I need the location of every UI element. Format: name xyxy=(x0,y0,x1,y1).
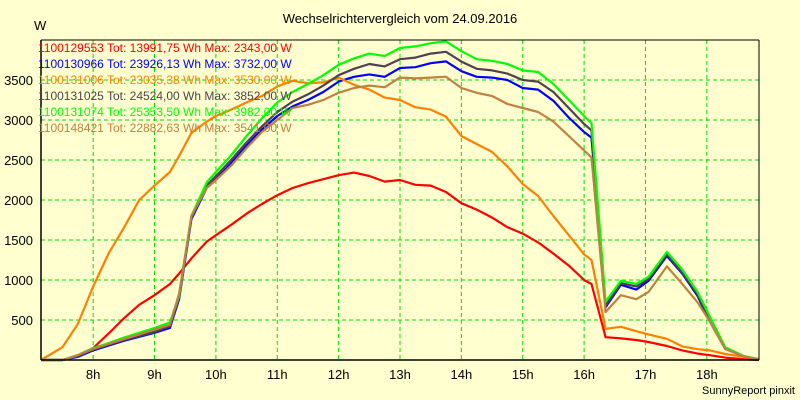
legend-entry: 1100131006 Tot: 23035,38 Wh Max: 3530,00… xyxy=(38,73,292,87)
x-tick-label: 12h xyxy=(328,367,350,382)
x-tick-label: 18h xyxy=(696,367,718,382)
legend-entry: 1100129553 Tot: 13991,75 Wh Max: 2343,00… xyxy=(38,41,292,55)
y-tick-label: 500 xyxy=(11,313,33,328)
y-tick-labels: 500 1000 1500 2000 2500 3000 3500 xyxy=(4,73,33,328)
x-tick-label: 17h xyxy=(635,367,657,382)
x-tick-label: 14h xyxy=(451,367,473,382)
x-tick-label: 9h xyxy=(147,367,161,382)
chart-title: Wechselrichtervergleich vom 24.09.2016 xyxy=(283,11,518,26)
x-tick-label: 16h xyxy=(573,367,595,382)
legend-entry: 1100148421 Tot: 22882,63 Wh Max: 3541,00… xyxy=(38,121,292,135)
y-axis-unit-label: W xyxy=(34,18,47,33)
y-tick-label: 3500 xyxy=(4,73,33,88)
x-tick-label: 15h xyxy=(512,367,534,382)
x-tick-label: 11h xyxy=(267,367,288,382)
series-line-1100131025 xyxy=(41,50,760,362)
x-tick-labels: 8h 9h 10h 11h 12h 13h 14h 15h 16h 17h 18h xyxy=(86,367,718,382)
grid xyxy=(41,40,759,360)
series-lines xyxy=(40,40,760,362)
series-line-1100131006 xyxy=(40,76,760,361)
legend-entry: 1100131074 Tot: 25353,50 Wh Max: 3982,00… xyxy=(38,105,292,119)
x-tick-label: 13h xyxy=(389,367,411,382)
y-tick-label: 2000 xyxy=(4,193,33,208)
axes xyxy=(40,39,760,361)
legend-entry: 1100131025 Tot: 24524,00 Wh Max: 3852,00… xyxy=(38,89,292,103)
y-tick-label: 3000 xyxy=(4,113,33,128)
series-line-1100130966 xyxy=(41,60,760,362)
x-tick-label: 10h xyxy=(205,367,227,382)
x-tick-label: 8h xyxy=(86,367,100,382)
footer-credit: SunnyReport pinxit xyxy=(702,385,795,397)
y-tick-label: 1000 xyxy=(4,273,33,288)
series-line-1100129553 xyxy=(41,171,760,362)
series-line-1100148421 xyxy=(41,75,760,362)
y-tick-label: 2500 xyxy=(4,153,33,168)
legend-entry: 1100130966 Tot: 23926,13 Wh Max: 3732,00… xyxy=(38,57,292,71)
y-tick-label: 1500 xyxy=(4,233,33,248)
legend: 1100129553 Tot: 13991,75 Wh Max: 2343,00… xyxy=(38,41,292,135)
